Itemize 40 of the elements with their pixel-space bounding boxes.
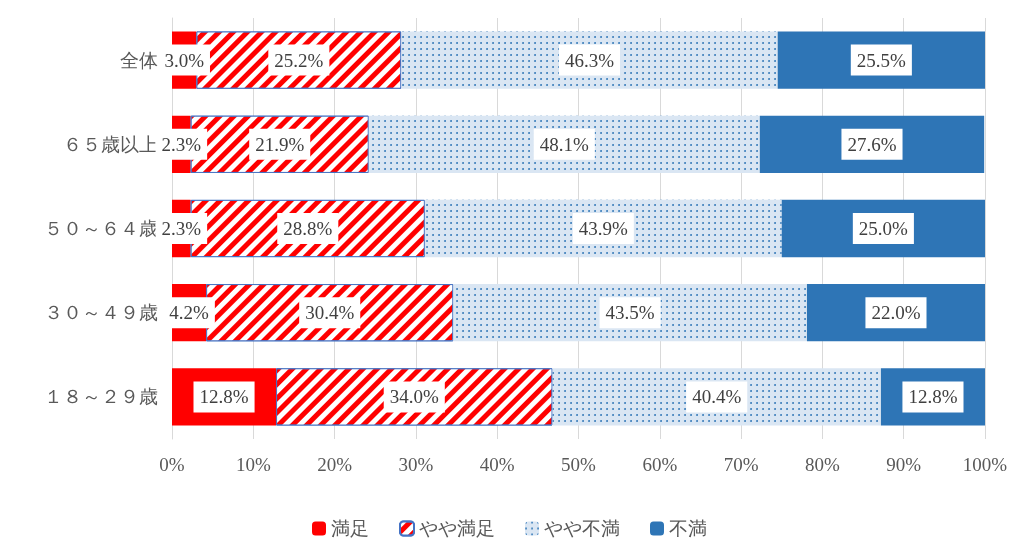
legend-label: 満足 — [331, 518, 369, 539]
legend-label: やや不満 — [544, 518, 620, 539]
x-tick-label: 50% — [561, 454, 597, 475]
y-tick-label: ５０～６４歳 — [44, 218, 158, 239]
data-label: 28.8% — [283, 218, 333, 239]
x-tick-label: 0% — [159, 454, 185, 475]
y-tick-label: ６５歳以上 — [63, 133, 158, 155]
legend-label: 不満 — [669, 518, 707, 539]
data-label: 22.0% — [871, 302, 921, 324]
x-tick-label: 70% — [723, 454, 759, 475]
x-tick-label: 90% — [886, 454, 922, 475]
data-label: 27.6% — [847, 133, 897, 155]
x-tick-label: 10% — [235, 454, 271, 475]
x-tick-label: 30% — [398, 454, 434, 475]
data-label: 46.3% — [564, 49, 615, 71]
legend-label: やや満足 — [419, 518, 495, 539]
data-label: 43.9% — [578, 218, 629, 239]
data-label: 21.9% — [255, 133, 305, 155]
x-tick-label: 60% — [642, 454, 678, 475]
data-label: 2.3% — [161, 133, 202, 155]
data-label: 30.4% — [305, 302, 355, 324]
data-label: 12.8% — [908, 386, 958, 408]
data-label: 43.5% — [605, 302, 655, 324]
data-label: 40.4% — [692, 386, 742, 408]
data-label: 4.2% — [169, 302, 210, 324]
data-label: 25.5% — [856, 49, 907, 71]
data-label: 34.0% — [389, 386, 439, 408]
data-label: 12.8% — [199, 386, 249, 408]
x-tick-label: 40% — [479, 454, 515, 475]
data-label: 25.0% — [858, 218, 909, 239]
y-tick-label: ３０～４９歳 — [44, 302, 158, 324]
data-label: 25.2% — [274, 49, 324, 71]
x-tick-label: 100% — [962, 454, 1008, 475]
x-tick-label: 20% — [317, 454, 353, 475]
data-label: 48.1% — [539, 133, 589, 155]
x-tick-label: 80% — [804, 454, 840, 475]
y-tick-label: 全体 — [120, 49, 158, 71]
data-label: 3.0% — [164, 49, 205, 71]
y-tick-label: １８～２９歳 — [44, 386, 158, 408]
data-label: 2.3% — [161, 218, 202, 239]
